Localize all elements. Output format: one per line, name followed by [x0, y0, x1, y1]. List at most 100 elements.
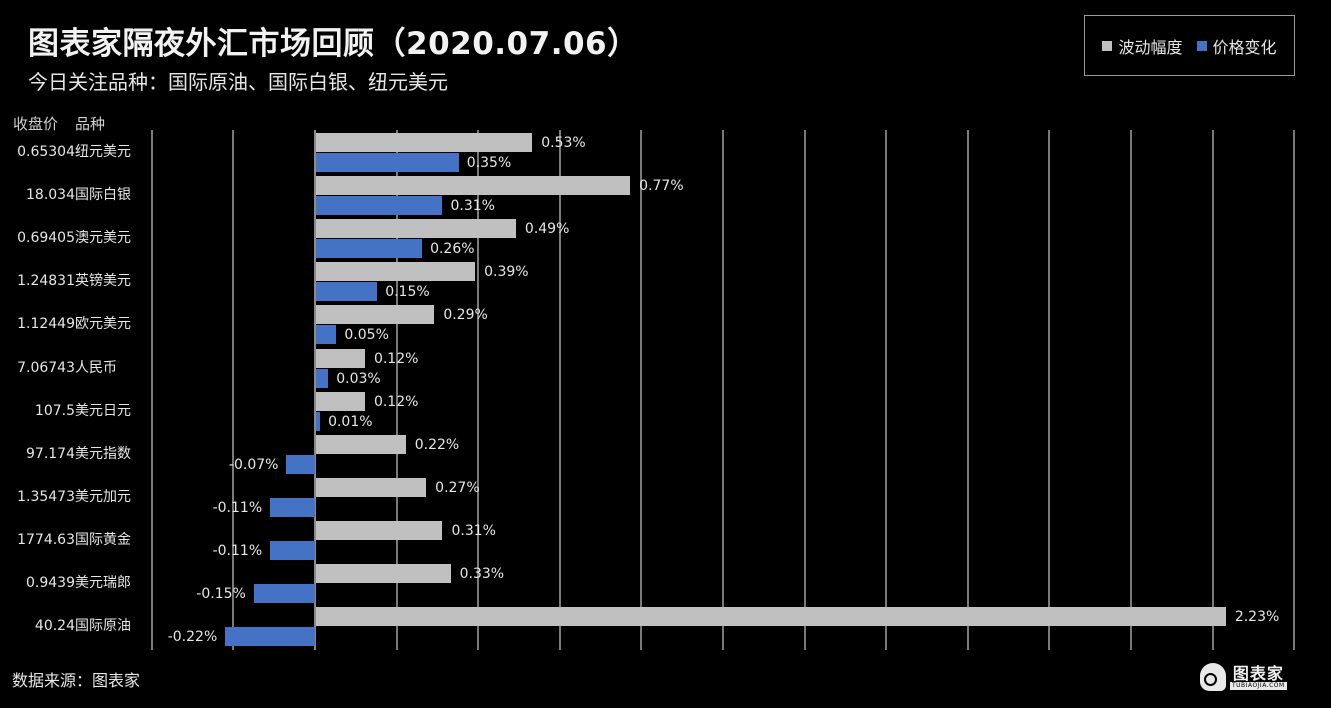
row-label: 0.65304 纽元美元: [0, 142, 170, 162]
instrument-name: 人民币: [75, 359, 117, 376]
bar-volatility: [316, 305, 435, 325]
instrument-name: 欧元美元: [75, 316, 131, 333]
row-label: 0.9439 美元瑞郎: [0, 573, 170, 593]
gridline: [966, 130, 969, 650]
bar-price-change: [316, 325, 337, 345]
value-label-price-change: -0.07%: [228, 456, 279, 473]
bar-price-change: [316, 153, 459, 172]
gridline: [803, 130, 806, 650]
row-label: 0.69405 澳元美元: [0, 228, 170, 248]
close-price: 0.69405: [17, 230, 75, 247]
instrument-name: 国际原油: [75, 618, 131, 635]
legend-label: 波动幅度: [1118, 37, 1183, 57]
value-label-volatility: 0.27%: [435, 479, 480, 496]
value-label-price-change: 0.31%: [450, 198, 495, 215]
bar-price-change: [316, 282, 378, 302]
bar-price-change: [316, 368, 329, 388]
value-label-price-change: 0.26%: [430, 241, 475, 258]
instrument-name: 美元加元: [75, 488, 131, 505]
gridline: [558, 130, 561, 650]
bar-price-change: [270, 497, 315, 517]
bar-volatility: [316, 219, 516, 239]
close-price: 7.06743: [17, 359, 75, 376]
value-label-price-change: -0.11%: [212, 542, 263, 559]
close-price: 107.5: [34, 402, 75, 419]
gridline: [1293, 130, 1296, 650]
value-label-price-change: 0.01%: [328, 413, 373, 430]
close-price: 18.034: [26, 187, 75, 204]
value-label-volatility: 0.12%: [373, 393, 419, 410]
legend: 波动幅度 价格变化: [1084, 15, 1295, 76]
row-label: 1.12449 欧元美元: [0, 314, 170, 334]
instrument-name: 国际黄金: [75, 531, 131, 548]
bar-price-change: [286, 454, 315, 474]
bar-volatility: [316, 262, 476, 282]
close-price: 97.174: [26, 445, 75, 462]
instrument-name: 纽元美元: [75, 144, 131, 160]
gridline: [1130, 130, 1132, 650]
row-label: 7.06743 人民币: [0, 358, 170, 378]
logo: 图表家 TUBIAOJIA.COM: [1200, 663, 1287, 691]
row-label: 1.24831 英镑美元: [0, 271, 170, 291]
value-label-volatility: 0.22%: [414, 436, 460, 453]
row-label: 107.5 美元日元: [0, 401, 170, 421]
bar-price-change: [316, 411, 321, 431]
value-label-price-change: 0.05%: [344, 327, 389, 344]
legend-swatch-volatility-icon: [1102, 40, 1113, 51]
header-instrument: 品种: [75, 115, 106, 133]
close-price: 1.12449: [17, 316, 75, 333]
legend-swatch-change-icon: [1196, 40, 1207, 51]
bar-price-change: [316, 239, 423, 259]
row-label: 1774.63 国际黄金: [0, 530, 170, 550]
close-price: 40.24: [34, 618, 75, 635]
value-label-volatility: 0.77%: [639, 178, 684, 195]
value-label-price-change: 0.03%: [336, 370, 381, 387]
gridline: [885, 130, 888, 650]
gridline: [640, 130, 643, 650]
bar-price-change: [270, 540, 315, 560]
chart-subtitle: 今日关注品种：国际原油、国际白银、纽元美元: [28, 70, 448, 94]
close-price: 1.35473: [17, 488, 75, 505]
logo-head-icon: [1200, 663, 1226, 691]
bar-price-change: [316, 196, 443, 216]
bar-volatility: [316, 477, 427, 497]
value-label-volatility: 0.49%: [524, 221, 570, 238]
value-label-volatility: 0.33%: [459, 566, 505, 582]
value-label-price-change: -0.11%: [212, 499, 263, 516]
legend-label: 价格变化: [1212, 37, 1277, 57]
gridline: [722, 130, 724, 650]
value-label-volatility: 0.12%: [373, 350, 419, 367]
logo-url: TUBIAOJIA.COM: [1230, 681, 1287, 690]
row-label: 97.174 美元指数: [0, 444, 170, 464]
value-label-volatility: 0.53%: [541, 135, 586, 151]
instrument-name: 国际白银: [75, 187, 131, 204]
value-label-price-change: 0.35%: [466, 155, 512, 171]
instrument-name: 英镑美元: [75, 273, 131, 290]
logo-text: 图表家: [1232, 663, 1284, 683]
value-label-price-change: 0.15%: [385, 284, 430, 301]
bar-volatility: [316, 176, 631, 196]
bar-price-change: [253, 584, 315, 603]
value-label-volatility: 2.23%: [1234, 609, 1280, 626]
bar-volatility: [316, 607, 1226, 627]
row-label: 1.35473 美元加元: [0, 487, 170, 507]
close-price: 1774.63: [17, 531, 75, 548]
value-label-volatility: 0.31%: [451, 522, 496, 539]
row-label: 18.034 国际白银: [0, 185, 170, 205]
gridline: [232, 130, 235, 650]
bar-volatility: [316, 391, 365, 411]
zero-axis: [314, 130, 316, 650]
instrument-name: 美元瑞郎: [75, 575, 131, 591]
gridline: [395, 130, 398, 650]
gridline: [1048, 130, 1051, 650]
value-label-volatility: 0.29%: [443, 307, 488, 324]
gridline: [477, 130, 480, 650]
chart-title: 图表家隔夜外汇市场回顾（2020.07.06）: [28, 26, 639, 62]
bar-volatility: [316, 434, 406, 454]
legend-item-change: 价格变化: [1196, 34, 1277, 58]
value-label-volatility: 0.39%: [484, 264, 529, 281]
bar-price-change: [225, 627, 315, 647]
close-price: 0.65304: [17, 144, 75, 160]
close-price: 1.24831: [17, 273, 75, 290]
gridline: [1211, 130, 1214, 650]
